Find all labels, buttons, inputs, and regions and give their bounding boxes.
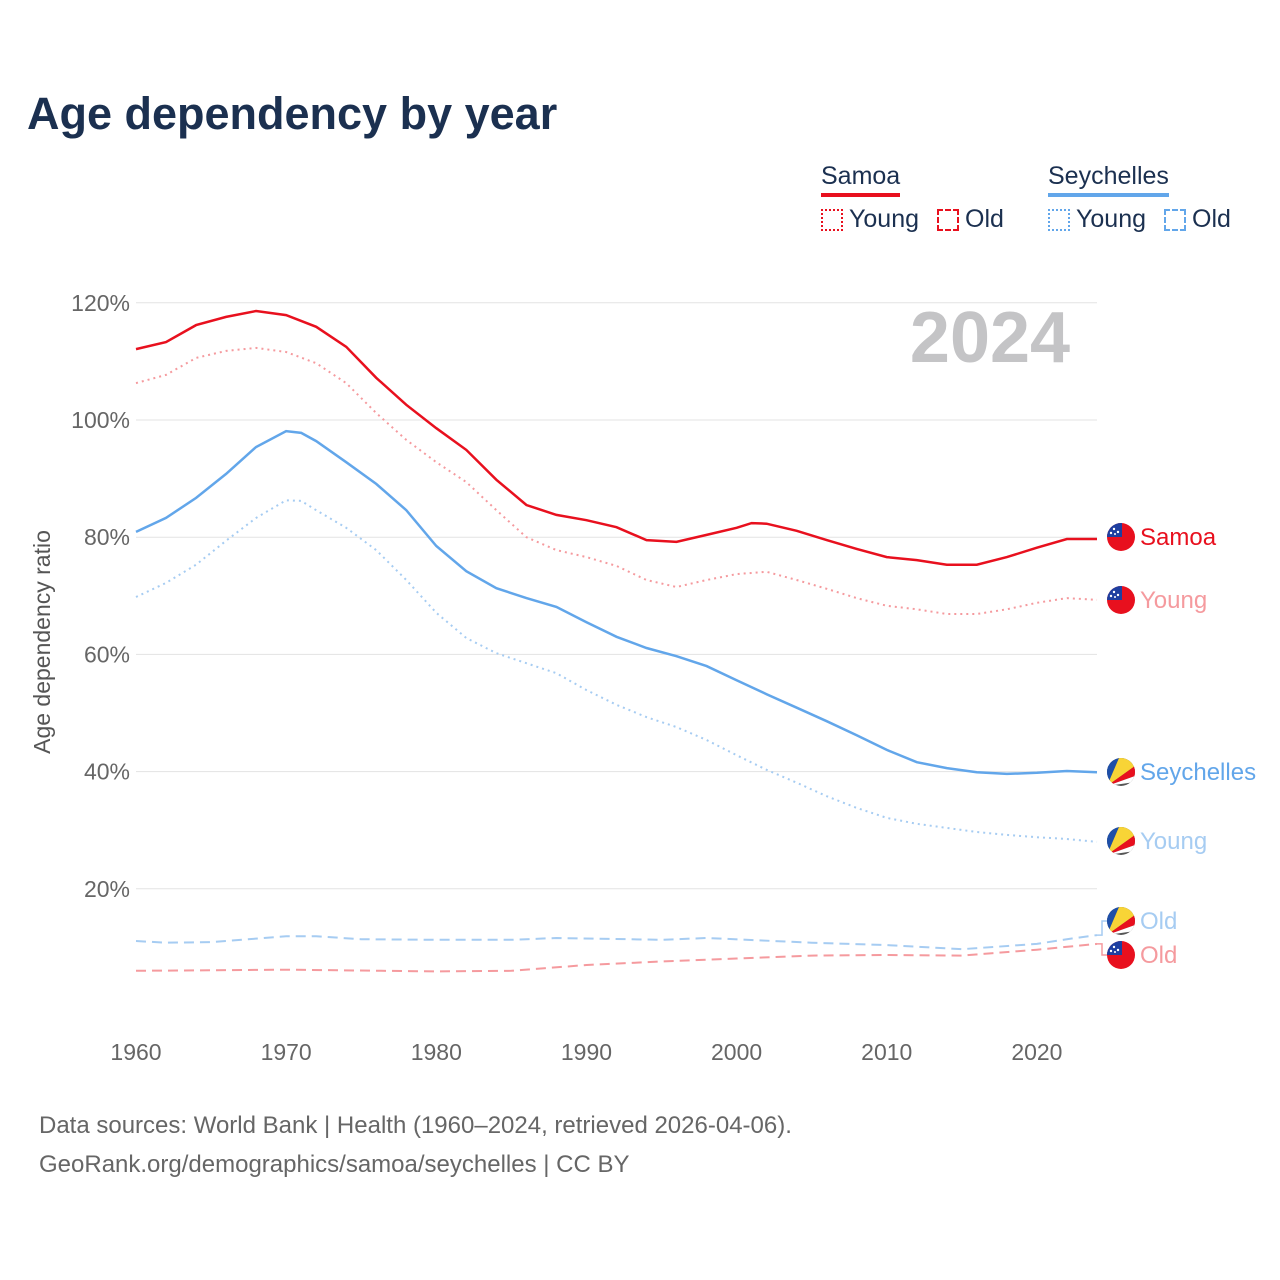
chart-title: Age dependency by year <box>27 88 558 139</box>
series-end-label: Seychelles <box>1140 759 1256 786</box>
seychelles-flag-icon <box>1107 758 1135 786</box>
series-end-label: Samoa <box>1140 524 1217 551</box>
seychelles-flag-icon <box>1107 907 1135 935</box>
series-line-samoa-young <box>135 346 1098 615</box>
samoa-flag-icon <box>1107 586 1135 614</box>
y-tick-label: 40% <box>84 759 130 785</box>
source-link[interactable]: GeoRank.org/demographics/samoa/seychelle… <box>39 1151 630 1178</box>
legend-seychelles-young: Young <box>1076 205 1146 233</box>
series-line-seychelles-young <box>135 499 1098 843</box>
x-tick-label: 1960 <box>110 1039 161 1065</box>
legend-samoa: Samoa Young Old <box>821 162 1004 234</box>
dashed-swatch-icon <box>937 208 959 231</box>
series-end-label: Young <box>1140 587 1207 614</box>
samoa-flag-icon <box>1107 523 1135 551</box>
series-end-label: Old <box>1140 942 1177 969</box>
series-line-seychelles <box>135 429 1098 776</box>
series-end-label: Old <box>1140 908 1177 935</box>
dashed-swatch-icon <box>1164 208 1186 231</box>
y-tick-label: 100% <box>71 407 130 433</box>
footer: Data sources: World Bank | Health (1960–… <box>39 1106 792 1184</box>
series-line-seychelles-old <box>135 934 1098 951</box>
legend-samoa-old: Old <box>965 205 1004 233</box>
x-tick-label: 1980 <box>411 1039 462 1065</box>
label-connector <box>1097 920 1108 936</box>
x-tick-label: 2010 <box>861 1039 912 1065</box>
seychelles-flag-icon <box>1107 827 1135 855</box>
label-connector <box>1097 943 1108 956</box>
y-tick-label: 80% <box>84 524 130 550</box>
legend-samoa-young: Young <box>849 205 919 233</box>
x-tick-label: 2020 <box>1011 1039 1062 1065</box>
legend-seychelles-old: Old <box>1192 205 1231 233</box>
legend-samoa-name: Samoa <box>821 162 901 197</box>
source-note: Data sources: World Bank | Health (1960–… <box>39 1112 792 1139</box>
series-line-samoa <box>135 309 1097 566</box>
x-tick-label: 2000 <box>711 1039 762 1065</box>
legend-seychelles: Seychelles Young Old <box>1048 162 1231 234</box>
y-tick-label: 20% <box>84 876 130 902</box>
dotted-swatch-icon <box>821 208 843 231</box>
series-line-samoa-old <box>135 942 1098 973</box>
legend-seychelles-name: Seychelles <box>1048 162 1169 197</box>
y-tick-label: 120% <box>71 290 130 316</box>
year-watermark: 2024 <box>910 298 1070 378</box>
x-tick-label: 1970 <box>261 1039 312 1065</box>
y-tick-label: 60% <box>84 641 130 667</box>
samoa-flag-icon <box>1107 941 1135 969</box>
series-end-label: Young <box>1140 828 1207 855</box>
x-tick-label: 1990 <box>561 1039 612 1065</box>
dotted-swatch-icon <box>1048 208 1070 231</box>
y-axis-label: Age dependency ratio <box>29 530 55 754</box>
